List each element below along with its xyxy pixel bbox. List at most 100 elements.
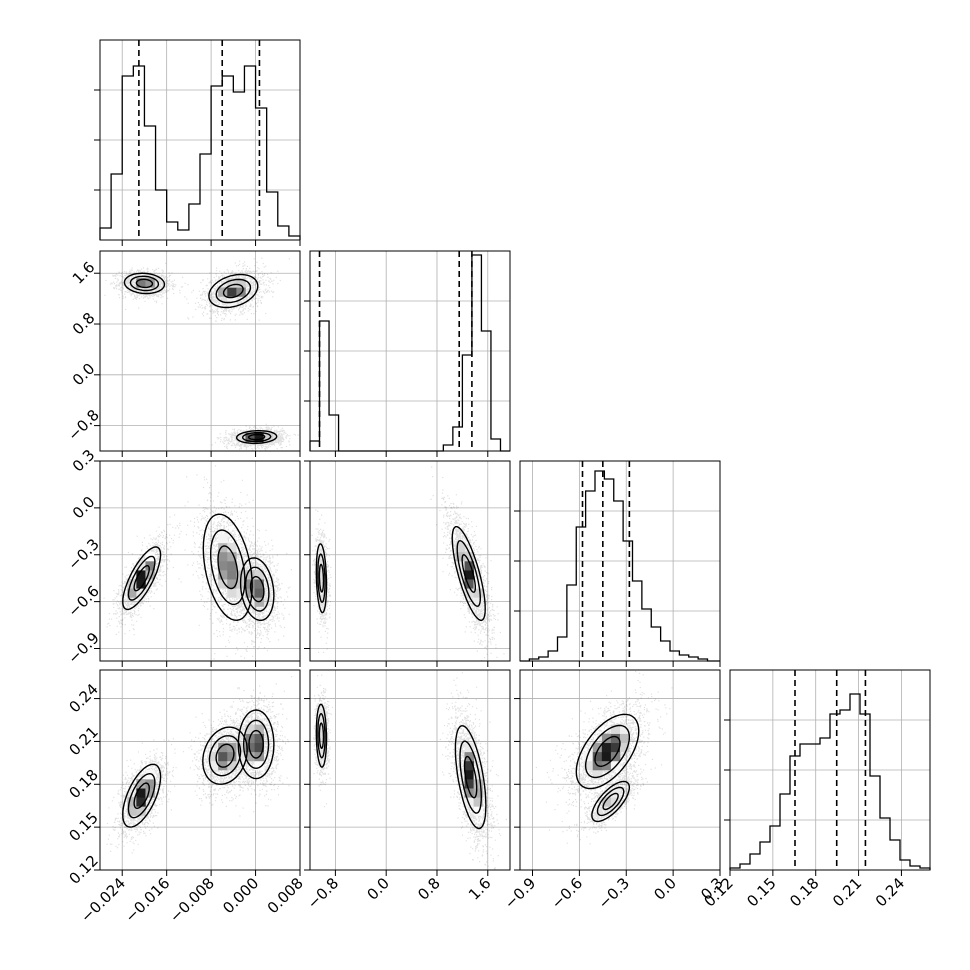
density-cell [601,733,612,744]
x-tick-label: 0.8 [414,874,444,904]
hist-panel-0 [94,39,301,246]
density-cell [227,551,237,562]
contour-line [202,726,248,785]
density-cell [218,287,228,297]
density-cell [464,561,474,571]
x-tick-label: 0.18 [786,874,822,910]
density-cell [610,733,621,744]
density-cell [245,742,255,753]
x-tick-label: 0.21 [829,874,865,910]
density-cell [136,561,146,571]
scatter-points [104,257,299,452]
density-cell [583,760,594,771]
x-tick-label: 0.000 [219,874,262,917]
contour-line [133,782,150,810]
density-cell [245,751,255,762]
density-cell [218,533,228,544]
x-tick-label: 0.008 [264,874,307,917]
density-cell [227,561,237,571]
contour-line [602,792,619,811]
axes-frame [99,250,301,452]
y-tick-label: 0.8 [69,309,99,339]
density-cell [136,570,146,580]
density-cell [245,570,255,580]
density-cell [136,579,146,589]
x-tick-label: −0.3 [595,874,633,912]
contour-line [315,543,328,614]
axes-frame [309,669,511,871]
contour-line [456,540,482,607]
density-cell [227,760,237,771]
y-tick-label: 0.3 [69,446,99,476]
density-cell [145,278,155,288]
density-cell [601,751,612,762]
density-cell [464,779,474,789]
density-cell [227,579,237,589]
density-cell [254,742,264,753]
density-cell [127,806,137,816]
y-tick-label: 0.15 [65,809,101,845]
density-cell [245,432,255,443]
density-cell [218,760,228,771]
density-cell [218,561,228,571]
contour-line [248,433,266,441]
density-cell [464,579,474,589]
density-cell [473,788,484,798]
x-tick-label: −0.9 [501,874,539,912]
density-cell [227,287,237,297]
contour-line [249,575,265,603]
density-cell [136,779,146,789]
density-cell [473,770,484,780]
density-cell [610,742,621,753]
joint-panel-3-0: −0.024−0.016−0.008 0.000 0.008 0.12 0.15 0.18… [65,669,307,926]
density-cell [620,724,630,734]
contour-line [594,735,621,768]
contour-line [248,729,264,759]
density-cell [620,733,630,744]
y-tick-label: 0.24 [65,680,101,716]
density-cell [209,751,219,762]
x-tick-label: 0.24 [872,874,908,910]
density-cell [227,751,237,762]
density-cell [209,760,219,771]
density-cell [254,588,264,598]
joint-panel-1-0: −0.80.00.81.6 [64,250,301,457]
density-cell [583,751,594,762]
density-cell [254,432,264,443]
density-cell [263,432,274,443]
y-tick-label: 0.12 [65,851,101,887]
contour-line [317,712,326,759]
density-cell [218,551,228,562]
x-tick-label: 0.0 [650,874,680,904]
joint-panel-3-1: −0.8 0.0 0.8 1.6 [304,669,511,913]
density-cell [136,278,146,288]
contour-line [596,786,625,817]
density-cell [236,287,246,297]
histogram-step [309,254,510,452]
density-cell [136,806,146,816]
contour-line [463,755,478,799]
contour-line [215,278,252,304]
contour-line [217,545,239,590]
contour-line [202,513,253,622]
x-tick-label: −0.016 [122,874,174,926]
contour-line [215,743,235,768]
density-cell [455,561,465,571]
y-tick-label: 0.0 [69,493,99,523]
x-tick-label: 1.6 [465,874,495,904]
scatter-points [103,465,292,660]
scatter-points [106,676,293,854]
density-cell [473,588,484,598]
density-cell [455,551,465,562]
density-cell [145,770,155,780]
density-cell [218,579,228,589]
density-cell [218,742,228,753]
hist-panel-1 [304,250,511,457]
density-cell [254,724,264,734]
density-cell [464,760,474,771]
density-cell [136,788,146,798]
contour-line [222,283,244,299]
density-cell [227,542,237,553]
density-cell [601,760,612,771]
